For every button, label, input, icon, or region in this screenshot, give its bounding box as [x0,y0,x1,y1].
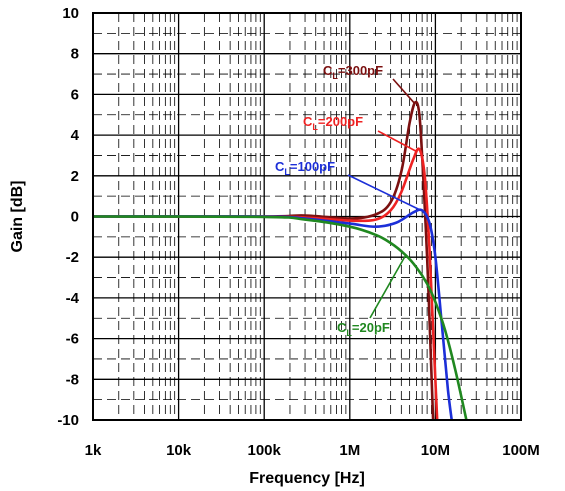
y-tick-label: -2 [66,249,79,266]
series-label: CL=20pF [337,320,390,338]
y-tick-label: -6 [66,331,79,348]
series-label: CL=200pF [303,114,363,132]
annotation-leader [369,254,407,319]
x-tick-label: 1k [85,442,102,459]
y-tick-label: 6 [71,86,79,103]
y-tick-labels: 10 8 6 4 2 0 -2 -4 -6 -8 -10 [57,5,79,429]
annotations: CL=300pF CL=200pF CL=100pF CL=20pF [275,63,422,338]
x-tick-label: 10M [421,442,450,459]
plot-lines [92,100,468,421]
y-tick-label: 10 [62,5,79,22]
plot-frame [92,12,522,421]
x-axis-label: Frequency [Hz] [249,470,365,487]
y-tick-label: -8 [66,371,79,388]
x-tick-label: 100M [502,442,540,459]
y-tick-label: 4 [71,127,80,144]
series-label: CL=100pF [275,159,335,177]
series-label: CL=300pF [323,63,383,81]
y-tick-label: -10 [57,412,79,429]
annotation-leader [347,174,422,212]
x-tick-label: 1M [339,442,360,459]
y-axis-label: Gain [dB] [9,181,26,253]
x-tick-labels: 1k 10k 100k 1M 10M 100M [85,442,540,459]
x-tick-label: 10k [166,442,192,459]
annotation-leader [392,78,415,104]
annotation-leader [377,130,417,153]
y-tick-label: 8 [71,46,79,63]
y-tick-label: -4 [66,290,80,307]
series-line-0 [92,100,435,421]
series-line-3 [92,215,468,421]
y-tick-label: 2 [71,168,79,185]
x-tick-label: 100k [248,442,282,459]
y-tick-label: 0 [71,209,79,226]
